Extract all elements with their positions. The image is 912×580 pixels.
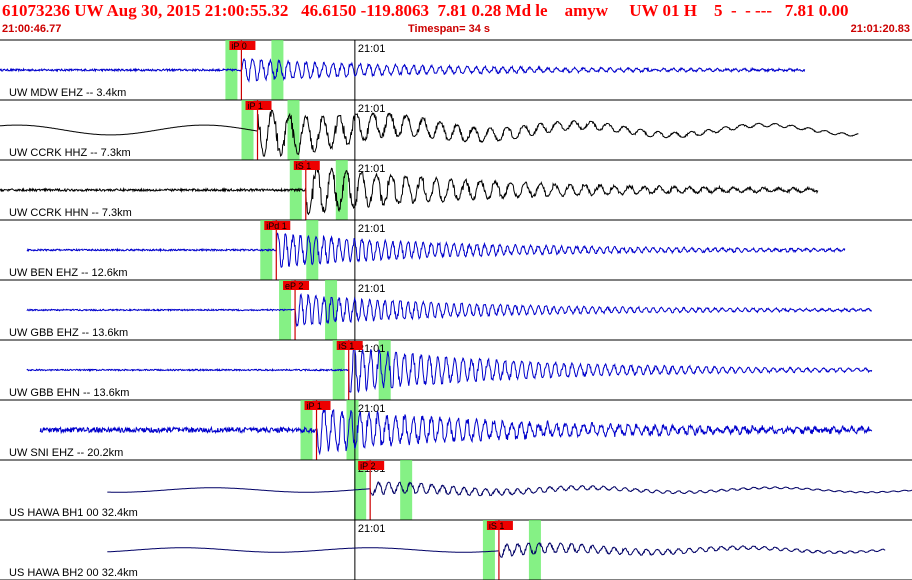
channel-label: US HAWA BH2 00 32.4km — [9, 567, 138, 579]
pick-label: eP 2 — [285, 281, 303, 291]
pick-flag[interactable] — [358, 461, 385, 470]
pick-window-bar — [325, 280, 338, 340]
channel-label: UW GBB EHN -- 13.6km — [9, 387, 129, 399]
pick-flag[interactable] — [486, 521, 513, 530]
minute-label: 21:01 — [358, 103, 386, 115]
pick-flag[interactable] — [264, 221, 291, 230]
timespan-label: Timespan= 34 s — [408, 23, 491, 35]
pick-flag[interactable] — [283, 281, 310, 290]
pick-label: iPd 1 — [266, 221, 287, 231]
pick-flag[interactable] — [336, 341, 363, 350]
pick-window-bar — [335, 160, 348, 220]
channel-label: UW CCRK HHZ -- 7.3km — [9, 147, 131, 159]
pick-flag[interactable] — [229, 41, 256, 50]
channel-label: US HAWA BH1 00 32.4km — [9, 507, 138, 519]
pick-label: iP 1 — [307, 401, 322, 411]
pick-label: iS 1 — [339, 341, 355, 351]
waveform-trace[interactable] — [0, 109, 859, 158]
pick-label: iS 1 — [296, 161, 312, 171]
minute-label: 21:01 — [358, 223, 386, 235]
waveform-trace[interactable] — [39, 408, 873, 456]
pick-label: iP 0 — [231, 41, 246, 51]
start-time: 21:00:46.77 — [2, 23, 62, 35]
pick-window-bar — [306, 220, 319, 280]
waveform-trace[interactable] — [0, 57, 806, 83]
pick-flag[interactable] — [245, 101, 272, 110]
waveform-trace[interactable] — [0, 166, 819, 216]
pick-window-bar — [400, 460, 413, 520]
channel-label: UW SNI EHZ -- 20.2km — [9, 447, 123, 459]
waveform-trace[interactable] — [26, 346, 873, 394]
waveform-trace[interactable] — [26, 232, 846, 268]
waveform-trace[interactable] — [26, 292, 872, 328]
event-summary-line: 61073236 UW Aug 30, 2015 21:00:55.32 46.… — [2, 1, 849, 20]
pick-flag[interactable] — [293, 161, 320, 170]
pick-label: iS 1 — [489, 521, 505, 531]
channel-label: UW CCRK HHN -- 7.3km — [9, 207, 132, 219]
pick-label: iP 1 — [248, 101, 263, 111]
end-time: 21:01:20.83 — [850, 23, 910, 35]
minute-label: 21:01 — [358, 163, 386, 175]
pick-window-bar — [241, 100, 254, 160]
pick-flag[interactable] — [304, 401, 331, 410]
pick-label: iP 2 — [360, 461, 375, 471]
pick-window-bar — [528, 520, 541, 580]
waveform-trace[interactable] — [107, 542, 886, 558]
channel-label: UW GBB EHZ -- 13.6km — [9, 327, 128, 339]
minute-label: 21:01 — [358, 403, 386, 415]
waveform-trace[interactable] — [107, 481, 912, 497]
channel-label: UW BEN EHZ -- 12.6km — [9, 267, 128, 279]
pick-window-bar — [482, 520, 495, 580]
channel-label: UW MDW EHZ -- 3.4km — [9, 87, 126, 99]
minute-label: 21:01 — [358, 43, 386, 55]
minute-label: 21:01 — [358, 523, 386, 535]
event-header: 61073236 UW Aug 30, 2015 21:00:55.32 46.… — [0, 0, 912, 40]
minute-label: 21:01 — [358, 283, 386, 295]
